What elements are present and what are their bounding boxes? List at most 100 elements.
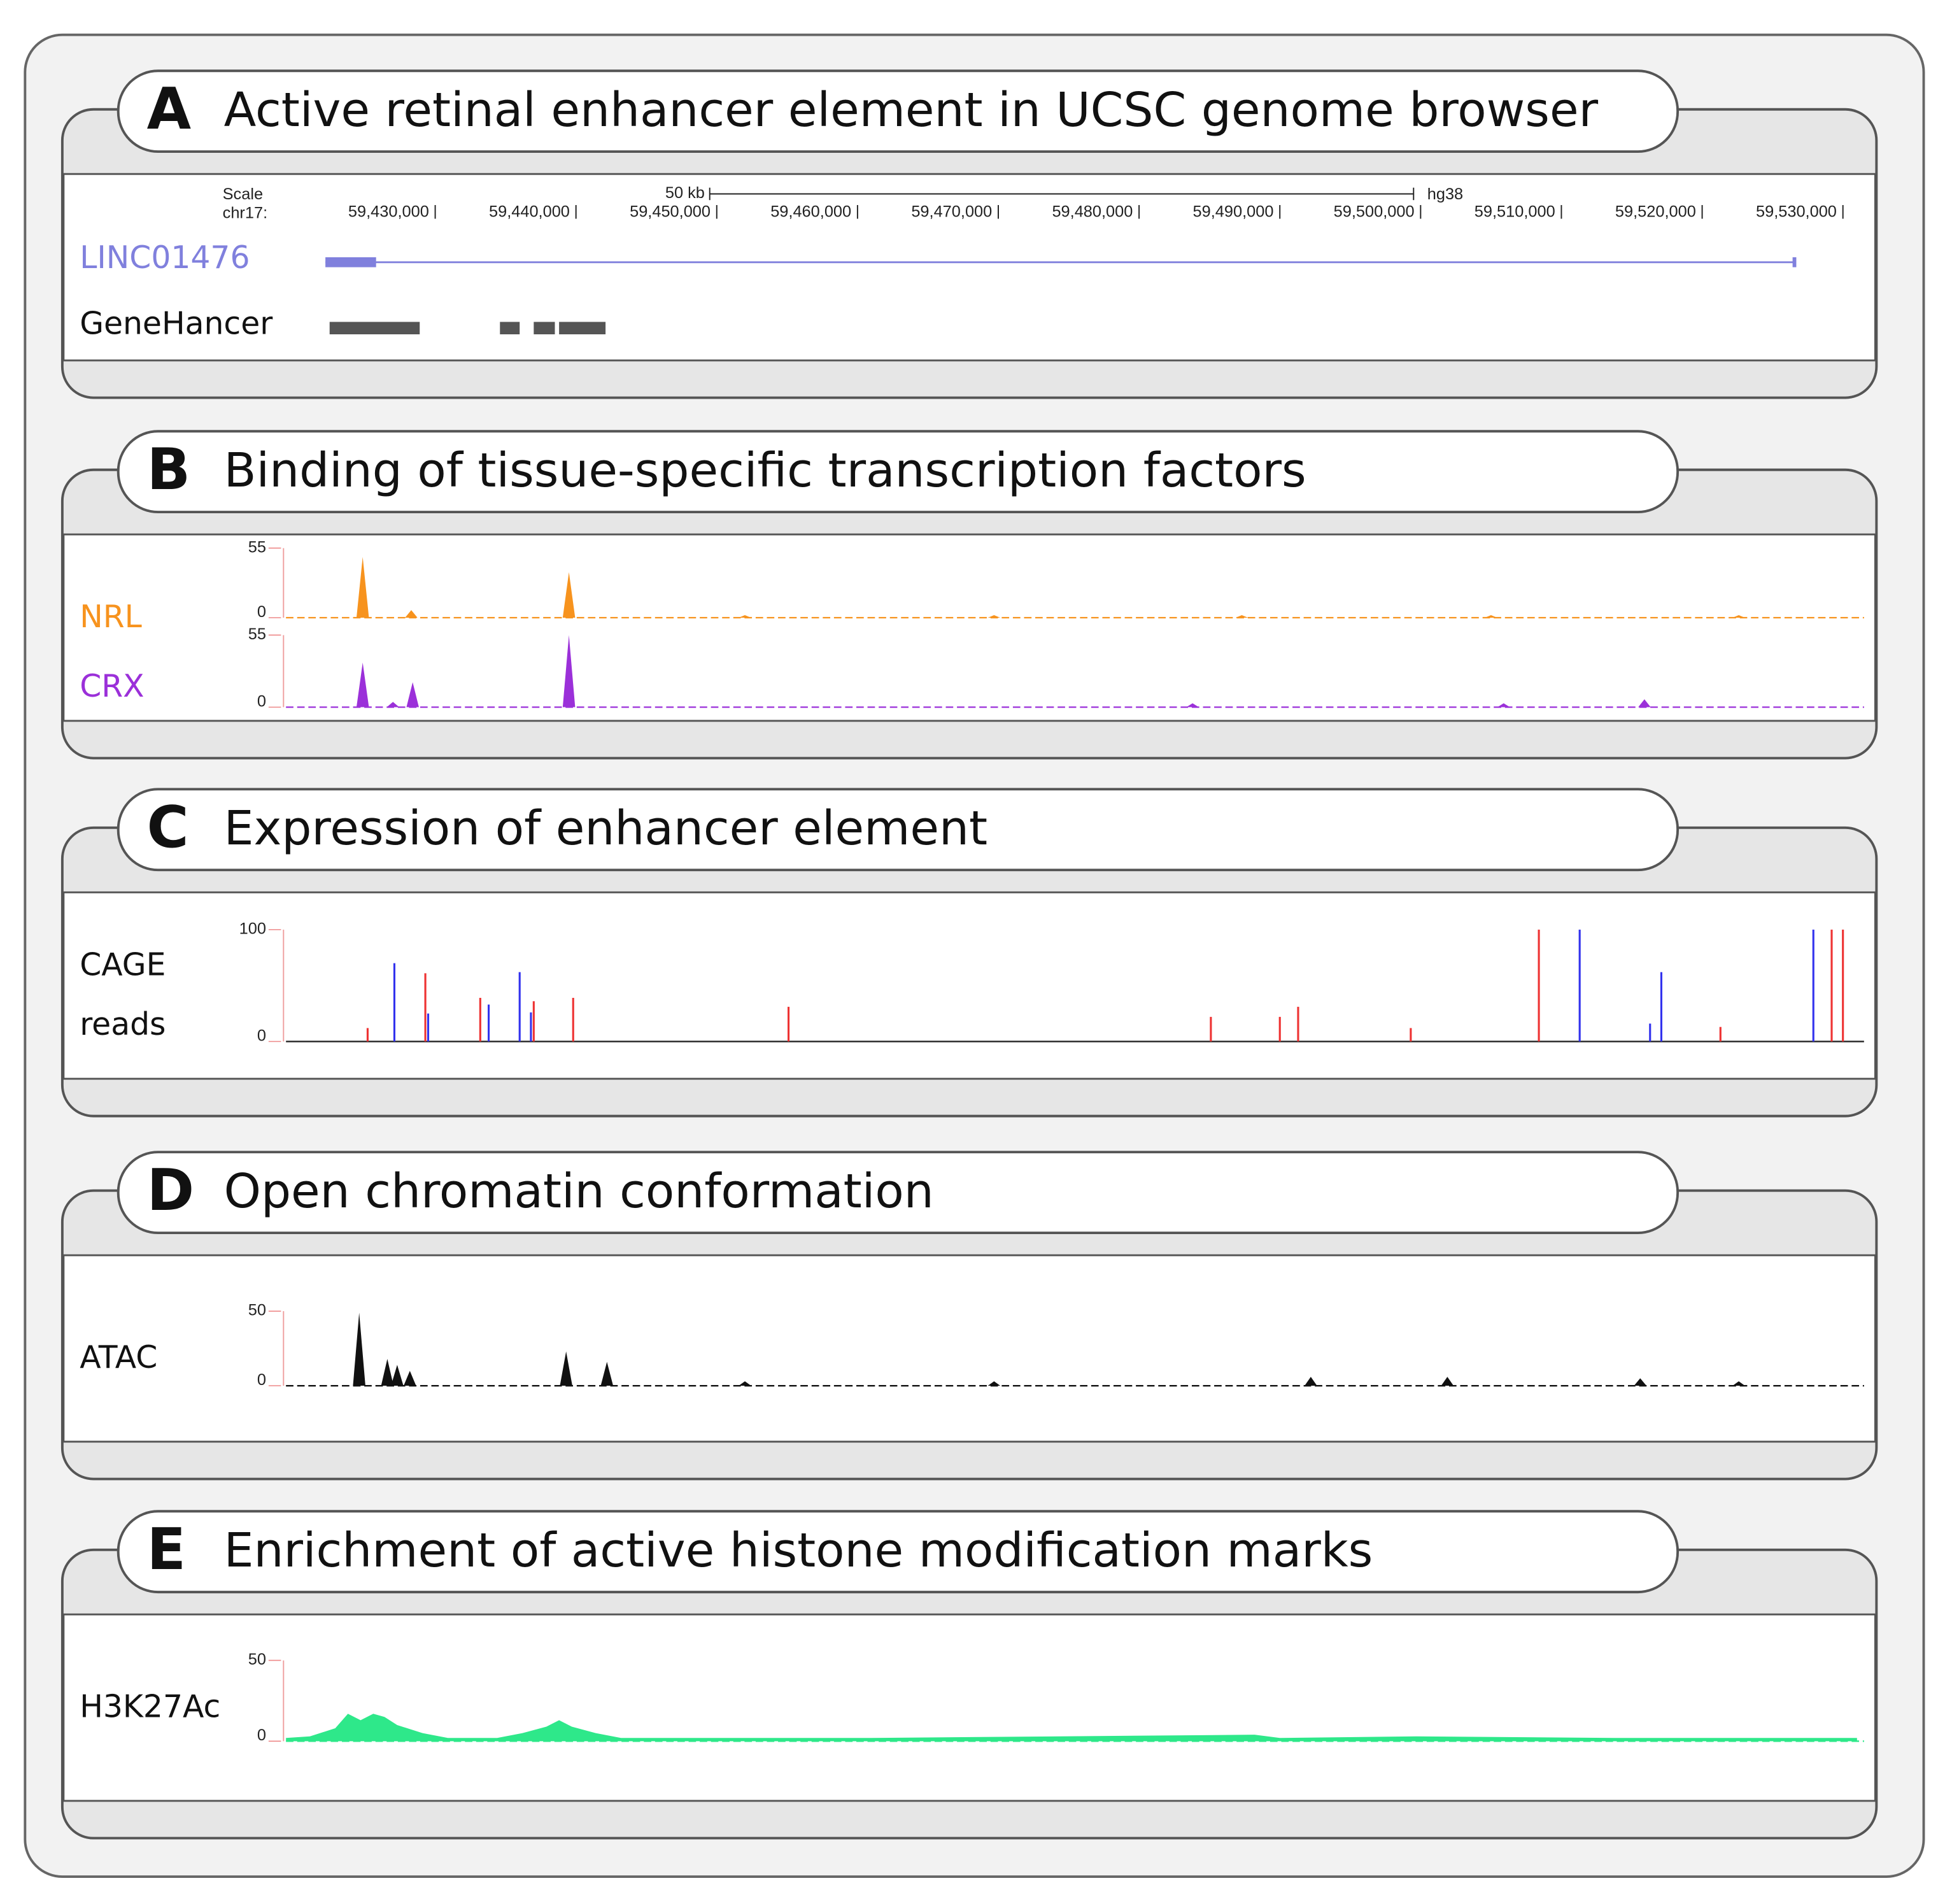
- signal-bar: [1719, 1027, 1722, 1042]
- signal-peak: [405, 610, 418, 618]
- y-tick-label: 0: [257, 692, 266, 710]
- signal-bar: [1649, 1023, 1651, 1042]
- panel-content: [62, 1613, 1876, 1802]
- track-label: CAGE: [80, 946, 166, 983]
- panel-title: Expression of enhancer element: [224, 801, 987, 856]
- signal-bar: [518, 972, 521, 1042]
- signal-peak: [404, 1370, 416, 1386]
- signal-peak: [600, 1361, 614, 1386]
- signal-bar: [1210, 1016, 1212, 1042]
- track-label: ATAC: [80, 1339, 157, 1375]
- signal-peak: [1186, 703, 1199, 707]
- signal-bar: [479, 998, 481, 1042]
- signal-bar: [1812, 929, 1814, 1042]
- signal-peak: [560, 1351, 572, 1386]
- signal-peak: [987, 615, 1001, 618]
- signal-bar: [488, 1004, 490, 1042]
- y-tick-label: 55: [248, 538, 266, 556]
- signal-peak: [562, 635, 576, 707]
- signal-bar: [393, 963, 396, 1042]
- panel-letter: A: [147, 76, 192, 143]
- x-tick-label: 59,500,000: [1334, 202, 1415, 220]
- signal-bar: [572, 998, 574, 1042]
- signal-peak: [1732, 615, 1745, 618]
- panel-header-pill: [117, 430, 1680, 514]
- signal-peak: [1497, 703, 1510, 707]
- signal-peak: [386, 702, 399, 707]
- y-tick-label: 50: [248, 1302, 266, 1319]
- signal-peak: [356, 662, 369, 707]
- x-tick-label: 59,480,000: [1052, 202, 1133, 220]
- signal-peak: [1305, 1377, 1317, 1386]
- x-tick-label: 59,530,000: [1756, 202, 1837, 220]
- panel-header-pill: [117, 788, 1680, 872]
- panel-header-pill: [117, 69, 1680, 153]
- y-tick-label: 0: [257, 1726, 266, 1744]
- signal-bar: [1278, 1016, 1281, 1042]
- signal-bar: [1297, 1007, 1299, 1042]
- signal-bar: [1578, 929, 1581, 1042]
- x-tick-label: 59,510,000: [1475, 202, 1555, 220]
- enhancer-block: [500, 322, 520, 335]
- x-tick-label: 59,430,000: [348, 202, 429, 220]
- signal-bar: [530, 1012, 532, 1042]
- signal-peak: [1638, 699, 1651, 707]
- signal-peak: [987, 1381, 1001, 1386]
- gene-exon: [325, 257, 376, 267]
- signal-peak: [353, 1312, 365, 1386]
- panel-header-pill: [117, 1151, 1680, 1235]
- x-tick-label: 59,470,000: [911, 202, 992, 220]
- signal-peak: [1485, 615, 1497, 618]
- x-tick-label: 59,520,000: [1615, 202, 1696, 220]
- y-tick-label: 0: [257, 1371, 266, 1389]
- signal-peak: [739, 1381, 751, 1386]
- panel-content: [62, 1254, 1876, 1443]
- panel-letter: D: [147, 1158, 195, 1224]
- y-tick-label: 55: [248, 625, 266, 643]
- track-label: LINC01476: [80, 239, 250, 276]
- y-tick-label: 0: [257, 603, 266, 621]
- signal-bar: [787, 1007, 790, 1042]
- y-tick-label: 50: [248, 1651, 266, 1668]
- scale-label: Scale: [223, 185, 263, 203]
- chrom-label: chr17:: [223, 204, 267, 222]
- enhancer-block: [559, 322, 606, 335]
- signal-bar: [1830, 929, 1833, 1042]
- x-tick-label: 59,490,000: [1193, 202, 1274, 220]
- x-tick-label: 59,460,000: [770, 202, 851, 220]
- signal-bar: [1538, 929, 1540, 1042]
- signal-bar: [427, 1013, 430, 1042]
- signal-peak: [1634, 1378, 1647, 1386]
- track-label: NRL: [80, 599, 142, 635]
- track-label: reads: [80, 1006, 166, 1042]
- y-tick-label: 100: [239, 920, 266, 938]
- x-tick-label: 59,440,000: [489, 202, 570, 220]
- enhancer-block: [534, 322, 555, 335]
- track-label: GeneHancer: [80, 305, 273, 341]
- panel-title: Active retinal enhancer element in UCSC …: [224, 83, 1599, 138]
- y-tick-label: 0: [257, 1027, 266, 1044]
- signal-bar: [1410, 1028, 1412, 1042]
- panel-letter: C: [147, 795, 189, 861]
- track-label: CRX: [80, 668, 144, 704]
- panel-content: [62, 891, 1876, 1080]
- signal-peak: [1441, 1377, 1454, 1386]
- panel-header-pill: [117, 1510, 1680, 1594]
- panel-letter: E: [147, 1517, 186, 1583]
- panel-title: Binding of tissue-specific transcription…: [224, 443, 1306, 498]
- signal-peak: [739, 615, 751, 618]
- signal-peak: [562, 572, 576, 618]
- x-tick-label: 59,450,000: [630, 202, 711, 220]
- signal-bar: [1842, 929, 1844, 1042]
- signal-peak: [391, 1365, 404, 1386]
- panel-letter: B: [147, 437, 190, 503]
- enhancer-block: [329, 322, 420, 335]
- panel-content: [62, 533, 1876, 722]
- panel-title: Enrichment of active histone modificatio…: [224, 1523, 1373, 1578]
- track-label: H3K27Ac: [80, 1689, 220, 1725]
- signal-peak: [1732, 1381, 1745, 1386]
- signal-bar: [366, 1028, 369, 1042]
- panel-title: Open chromatin conformation: [224, 1164, 934, 1219]
- signal-area: [286, 1714, 1857, 1742]
- signal-peak: [381, 1358, 394, 1386]
